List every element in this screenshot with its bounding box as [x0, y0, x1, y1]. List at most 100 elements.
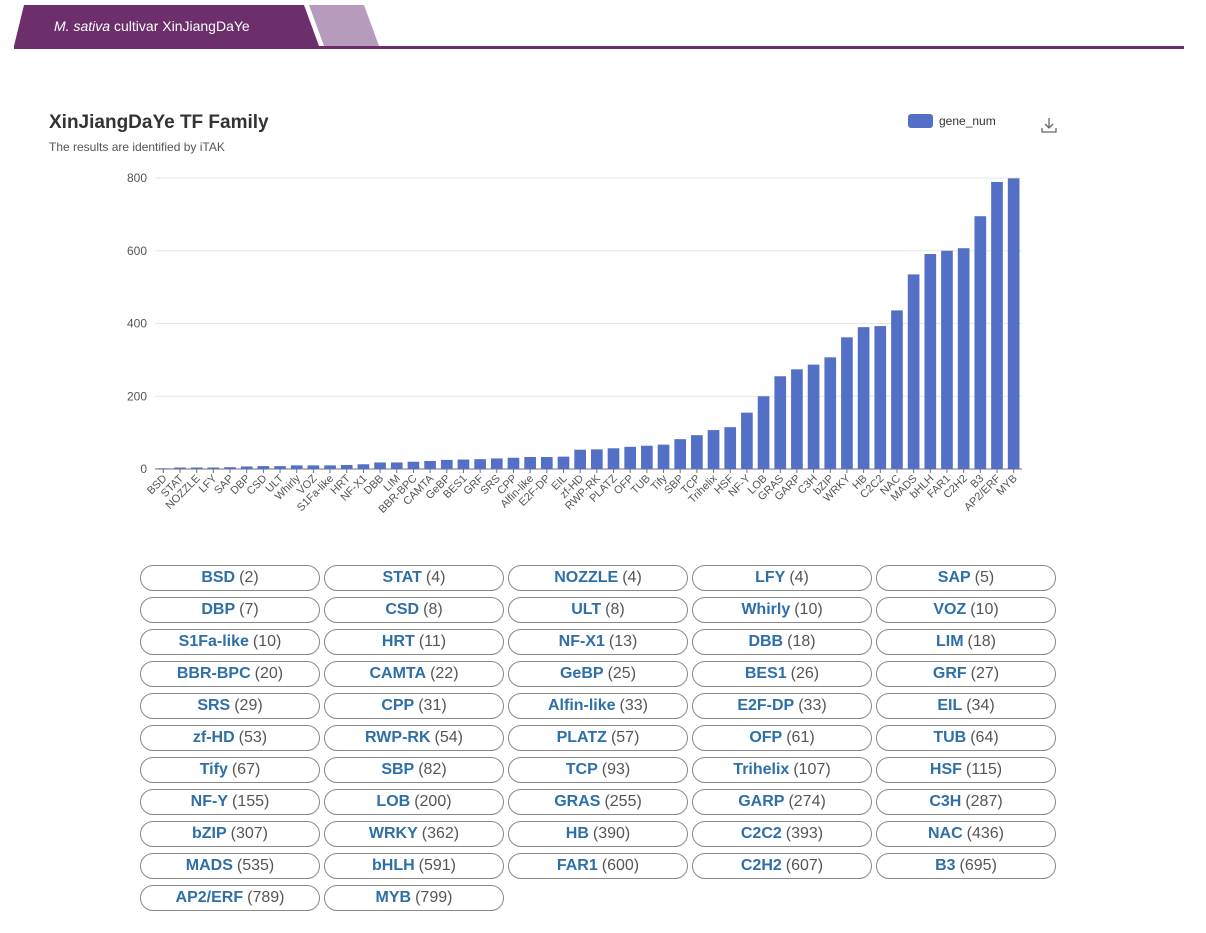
- family-button[interactable]: EIL (34): [876, 693, 1056, 719]
- family-button[interactable]: HSF (115): [876, 757, 1056, 783]
- family-button[interactable]: bHLH (591): [324, 853, 504, 879]
- bar[interactable]: [1007, 178, 1020, 469]
- bar[interactable]: [907, 274, 920, 469]
- bar[interactable]: [257, 466, 270, 469]
- bar[interactable]: [857, 327, 870, 469]
- family-button[interactable]: E2F-DP (33): [692, 693, 872, 719]
- family-button[interactable]: MADS (535): [140, 853, 320, 879]
- bar[interactable]: [791, 369, 803, 469]
- bar[interactable]: [657, 444, 670, 469]
- family-button[interactable]: NF-Y (155): [140, 789, 320, 815]
- bar[interactable]: [641, 445, 653, 469]
- bar[interactable]: [824, 357, 837, 469]
- family-button[interactable]: FAR1 (600): [508, 853, 688, 879]
- bar[interactable]: [507, 457, 520, 469]
- family-button[interactable]: DBP (7): [140, 597, 320, 623]
- family-button[interactable]: NF-X1 (13): [508, 629, 688, 655]
- bar[interactable]: [891, 310, 903, 469]
- bar[interactable]: [457, 459, 470, 469]
- bar[interactable]: [274, 466, 286, 469]
- bar[interactable]: [307, 465, 320, 469]
- download-icon[interactable]: [1040, 116, 1058, 134]
- bar[interactable]: [957, 248, 970, 469]
- bar[interactable]: [390, 462, 403, 469]
- bar[interactable]: [490, 458, 503, 469]
- family-button[interactable]: NAC (436): [876, 821, 1056, 847]
- bar[interactable]: [741, 412, 753, 469]
- family-button[interactable]: GARP (274): [692, 789, 872, 815]
- family-button[interactable]: WRKY (362): [324, 821, 504, 847]
- family-button[interactable]: Tify (67): [140, 757, 320, 783]
- family-button[interactable]: MYB (799): [324, 885, 504, 911]
- family-button[interactable]: VOZ (10): [876, 597, 1056, 623]
- bar[interactable]: [157, 468, 170, 469]
- family-button[interactable]: SRS (29): [140, 693, 320, 719]
- family-button[interactable]: ULT (8): [508, 597, 688, 623]
- family-button[interactable]: LOB (200): [324, 789, 504, 815]
- bar[interactable]: [707, 430, 720, 469]
- bar[interactable]: [340, 464, 353, 469]
- family-button[interactable]: AP2/ERF (789): [140, 885, 320, 911]
- family-button[interactable]: TUB (64): [876, 725, 1056, 751]
- family-button[interactable]: BBR-BPC (20): [140, 661, 320, 687]
- family-button[interactable]: GRF (27): [876, 661, 1056, 687]
- bar[interactable]: [557, 456, 570, 469]
- bar[interactable]: [524, 456, 536, 469]
- bar[interactable]: [841, 337, 853, 469]
- bar[interactable]: [207, 467, 220, 469]
- bar[interactable]: [174, 467, 186, 469]
- bar[interactable]: [724, 427, 737, 469]
- bar[interactable]: [324, 465, 336, 469]
- family-button[interactable]: LIM (18): [876, 629, 1056, 655]
- bar[interactable]: [691, 435, 703, 469]
- bar[interactable]: [591, 449, 603, 469]
- bar[interactable]: [290, 465, 303, 469]
- family-button[interactable]: RWP-RK (54): [324, 725, 504, 751]
- tab-species-active[interactable]: M. sativa cultivar XinJiangDaYe: [14, 5, 319, 46]
- family-button[interactable]: C2H2 (607): [692, 853, 872, 879]
- bar[interactable]: [574, 449, 586, 469]
- bar[interactable]: [357, 464, 370, 469]
- bar[interactable]: [474, 459, 486, 469]
- bar[interactable]: [374, 462, 386, 469]
- family-button[interactable]: C2C2 (393): [692, 821, 872, 847]
- bar[interactable]: [674, 439, 687, 469]
- bar[interactable]: [190, 467, 203, 469]
- family-button[interactable]: SBP (82): [324, 757, 504, 783]
- family-button[interactable]: TCP (93): [508, 757, 688, 783]
- family-button[interactable]: DBB (18): [692, 629, 872, 655]
- family-button[interactable]: CSD (8): [324, 597, 504, 623]
- bar[interactable]: [407, 461, 420, 469]
- family-button[interactable]: NOZZLE (4): [508, 565, 688, 591]
- bar[interactable]: [991, 182, 1003, 469]
- bar[interactable]: [240, 466, 253, 469]
- bar[interactable]: [774, 376, 787, 469]
- family-button[interactable]: B3 (695): [876, 853, 1056, 879]
- family-button[interactable]: Trihelix (107): [692, 757, 872, 783]
- family-button[interactable]: HRT (11): [324, 629, 504, 655]
- bar[interactable]: [424, 460, 436, 469]
- bar[interactable]: [924, 254, 937, 469]
- bar[interactable]: [757, 396, 770, 469]
- family-button[interactable]: BES1 (26): [692, 661, 872, 687]
- family-button[interactable]: zf-HD (53): [140, 725, 320, 751]
- family-button[interactable]: SAP (5): [876, 565, 1056, 591]
- bar[interactable]: [941, 250, 953, 469]
- family-button[interactable]: CAMTA (22): [324, 661, 504, 687]
- family-button[interactable]: HB (390): [508, 821, 688, 847]
- family-button[interactable]: CPP (31): [324, 693, 504, 719]
- tab-inactive[interactable]: [309, 5, 379, 46]
- bar[interactable]: [440, 459, 453, 469]
- family-button[interactable]: PLATZ (57): [508, 725, 688, 751]
- bar[interactable]: [807, 364, 820, 469]
- bar[interactable]: [624, 446, 637, 469]
- bar[interactable]: [224, 467, 236, 469]
- family-button[interactable]: GRAS (255): [508, 789, 688, 815]
- family-button[interactable]: STAT (4): [324, 565, 504, 591]
- family-button[interactable]: GeBP (25): [508, 661, 688, 687]
- family-button[interactable]: LFY (4): [692, 565, 872, 591]
- family-button[interactable]: Whirly (10): [692, 597, 872, 623]
- family-button[interactable]: Alfin-like (33): [508, 693, 688, 719]
- family-button[interactable]: bZIP (307): [140, 821, 320, 847]
- family-button[interactable]: C3H (287): [876, 789, 1056, 815]
